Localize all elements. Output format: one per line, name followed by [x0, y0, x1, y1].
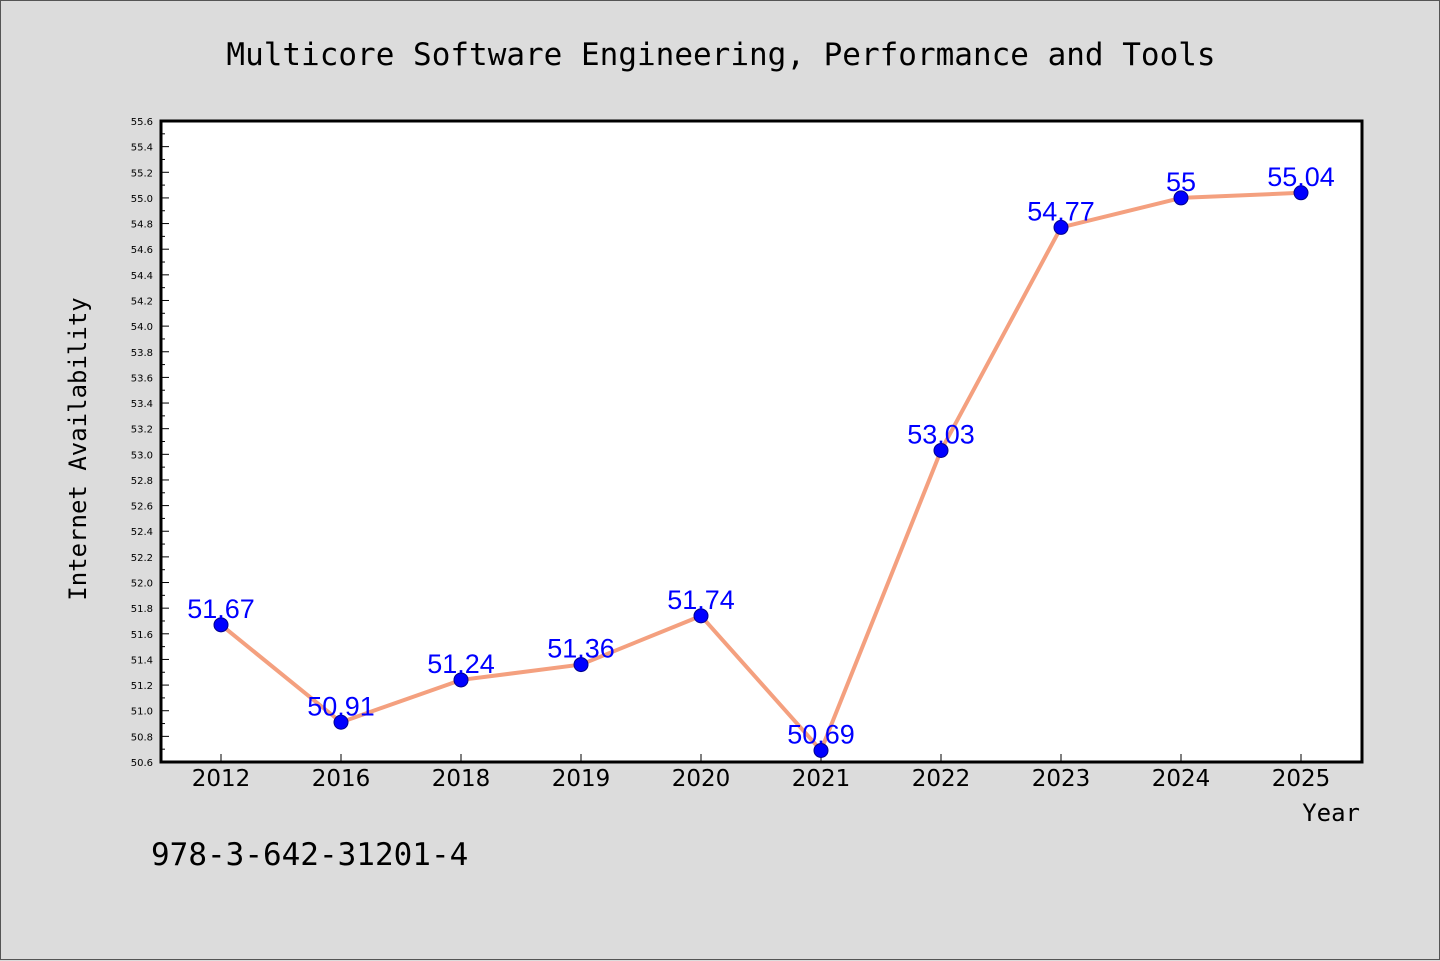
y-tick-label: 50.8	[131, 732, 153, 743]
y-tick-label: 55.4	[131, 143, 153, 154]
y-axis-title: Internet Availability	[64, 297, 92, 600]
data-point	[333, 714, 349, 730]
y-tick-label: 51.6	[131, 630, 153, 641]
y-tick-label: 51.2	[131, 681, 153, 692]
data-label: 53.03	[907, 419, 975, 449]
chart-title: Multicore Software Engineering, Performa…	[226, 37, 1215, 73]
data-point	[693, 608, 709, 624]
x-tick-label: 2022	[912, 766, 971, 792]
x-axis-title: Year	[1302, 799, 1360, 827]
y-tick-label: 50.6	[131, 758, 153, 769]
y-tick-label: 52.2	[131, 553, 153, 564]
data-point	[453, 672, 469, 688]
y-tick-label: 54.2	[131, 296, 153, 307]
y-tick-label: 54.0	[131, 322, 153, 333]
data-point	[213, 617, 229, 633]
y-axis: 50.6 50.8 51.0 51.2 51.4 51.6 51.8 52.0 52.2 52.4…	[131, 117, 169, 769]
data-label: 55	[1166, 167, 1196, 197]
y-tick-label: 51.4	[131, 655, 153, 666]
data-point	[933, 442, 949, 458]
data-label: 54.77	[1027, 196, 1095, 226]
y-tick-label: 55.0	[131, 194, 153, 205]
x-tick-label: 2024	[1152, 766, 1211, 792]
y-tick-label: 54.4	[131, 271, 153, 282]
y-tick-label: 52.6	[131, 502, 153, 513]
x-tick-label: 2025	[1272, 766, 1331, 792]
y-tick-label: 53.8	[131, 348, 153, 359]
data-point	[573, 657, 589, 673]
x-tick-label: 2016	[312, 766, 371, 792]
y-tick-label: 53.6	[131, 373, 153, 384]
y-tick-label: 52.4	[131, 527, 153, 538]
data-label: 50.69	[787, 719, 855, 749]
data-label: 51.36	[547, 634, 615, 664]
data-label: 50.91	[307, 691, 375, 721]
x-tick-label: 2019	[552, 766, 611, 792]
x-tick-label: 2020	[672, 766, 731, 792]
data-point	[1053, 219, 1069, 235]
y-tick-label: 53.0	[131, 450, 153, 461]
y-tick-label: 51.0	[131, 707, 153, 718]
isbn-label: 978-3-642-31201-4	[151, 837, 468, 873]
plot-area	[159, 119, 1364, 764]
y-tick-label: 55.6	[131, 117, 153, 128]
y-tick-label: 53.4	[131, 399, 153, 410]
y-tick-label: 55.2	[131, 168, 153, 179]
y-tick-label: 54.6	[131, 245, 153, 256]
data-point	[1293, 185, 1309, 201]
x-tick-label: 2012	[192, 766, 251, 792]
y-tick-label: 52.8	[131, 476, 153, 487]
y-tick-label: 54.8	[131, 220, 153, 231]
data-point	[813, 742, 829, 758]
data-label: 55.04	[1267, 162, 1335, 192]
data-label: 51.67	[187, 594, 255, 624]
data-label: 51.24	[427, 649, 495, 679]
x-tick-label: 2023	[1032, 766, 1091, 792]
data-label: 51.74	[667, 585, 735, 615]
data-point	[1173, 190, 1189, 206]
series-line	[219, 190, 1302, 753]
y-tick-label: 51.8	[131, 604, 153, 615]
series-layer: 51.67 50.91 51.24 51.36 51.74 50.69 53.03 54.77…	[187, 162, 1335, 758]
x-tick-label: 2018	[432, 766, 491, 792]
y-tick-label: 53.2	[131, 425, 153, 436]
x-tick-label: 2021	[792, 766, 851, 792]
y-tick-label: 52.0	[131, 579, 153, 590]
x-axis: 2012 2016 2018 2019 2020 2021 2022 2023 2024 2025	[192, 754, 1331, 792]
